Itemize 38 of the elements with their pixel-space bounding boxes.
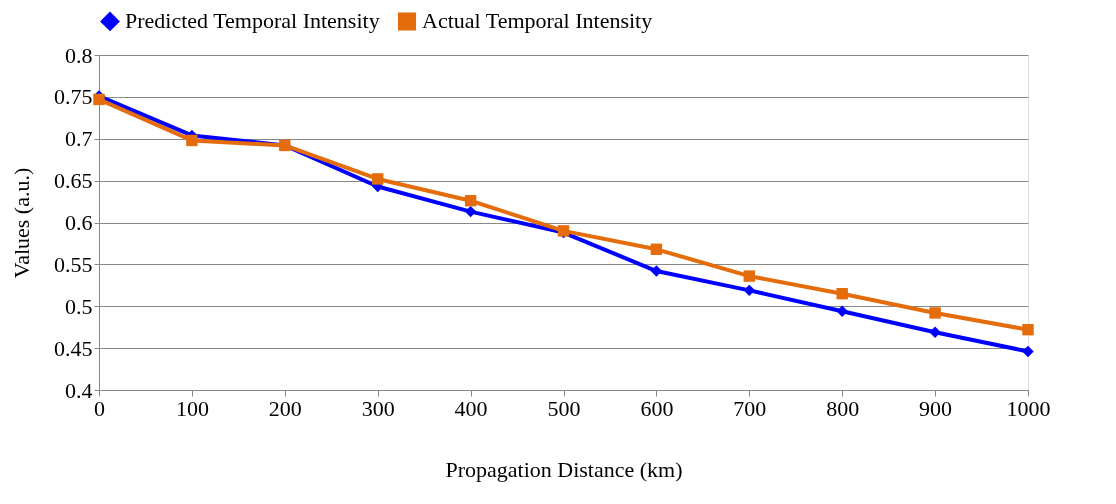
y-tick-label: 0.5 (65, 293, 93, 319)
x-tick-label: 900 (919, 395, 953, 421)
x-axis-title: Propagation Distance (km) (445, 456, 683, 482)
point (929, 307, 941, 319)
point (93, 93, 105, 106)
x-tick-label: 100 (175, 395, 209, 421)
point (186, 134, 198, 147)
y-tick-label: 0.8 (65, 42, 93, 68)
y-tick-label: 0.65 (54, 168, 93, 194)
y-tick-label: 0.45 (54, 335, 93, 361)
point (650, 243, 663, 255)
x-tick-label: 300 (361, 395, 395, 421)
legend-label: Predicted Temporal Intensity (125, 8, 380, 34)
x-tick-label: 200 (268, 395, 302, 421)
y-tick-label: 0.4 (65, 377, 93, 403)
point (1022, 324, 1034, 336)
point (464, 205, 477, 218)
point (836, 287, 848, 300)
x-tick-label: 400 (454, 395, 488, 421)
y-tick-label: 0.6 (65, 210, 93, 235)
y-axis-title: Values (a.u.) (9, 167, 34, 279)
y-tick-label: 0.55 (54, 251, 93, 277)
point (929, 326, 941, 338)
point (836, 305, 848, 317)
x-tick-label: 500 (547, 395, 581, 421)
point (743, 270, 755, 282)
legend-label: Actual Temporal Intensity (422, 8, 653, 34)
x-tick-label: 0 (94, 395, 105, 421)
x-tick-label: 600 (640, 395, 674, 421)
x-tick-label: 800 (826, 395, 860, 421)
point (743, 284, 755, 297)
y-tick-label: 0.7 (65, 126, 93, 152)
x-tick-label: 1000 (1006, 395, 1051, 421)
y-tick-label: 0.75 (54, 84, 93, 110)
point (372, 173, 384, 185)
x-tick-label: 700 (733, 395, 767, 421)
point (1022, 345, 1034, 358)
point (464, 195, 477, 207)
